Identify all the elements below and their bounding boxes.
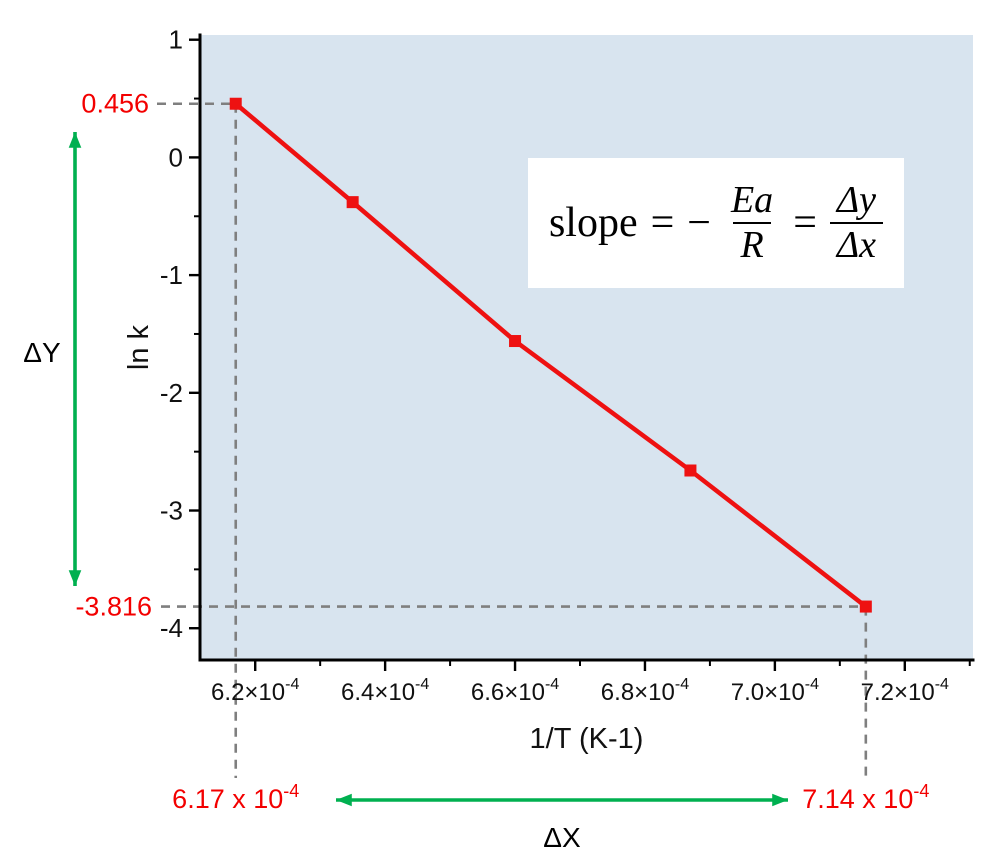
plot-background	[200, 35, 973, 660]
svg-text:-3: -3	[160, 496, 183, 526]
formula-denominator-r: R	[733, 222, 771, 267]
svg-text:1: 1	[169, 25, 183, 55]
formula-minus: −	[687, 200, 711, 246]
slope-formula: slope = − Ea R = Δy Δx	[528, 158, 904, 288]
svg-text:6.2×10-4: 6.2×10-4	[211, 676, 299, 706]
y-low-label: -3.816	[75, 592, 152, 622]
formula-fraction-dy-dx: Δy Δx	[829, 179, 884, 267]
formula-numerator-dy: Δy	[836, 179, 877, 222]
data-point	[684, 464, 697, 477]
data-point	[509, 335, 522, 348]
svg-text:-1: -1	[160, 260, 183, 290]
data-point	[346, 196, 359, 209]
svg-text:6.4×10-4: 6.4×10-4	[341, 676, 429, 706]
formula-slope-word: slope	[548, 200, 638, 246]
formula-equals: =	[650, 200, 675, 246]
formula-numerator-ea: Ea	[730, 179, 774, 222]
formula-equals-2: =	[793, 200, 817, 246]
svg-text:0: 0	[169, 142, 183, 172]
svg-text:6.6×10-4: 6.6×10-4	[471, 676, 559, 706]
data-point	[229, 97, 242, 110]
formula-denominator-dx: Δx	[829, 222, 884, 267]
svg-text:7.2×10-4: 7.2×10-4	[861, 676, 949, 706]
svg-text:6.8×10-4: 6.8×10-4	[601, 676, 689, 706]
svg-text:7.0×10-4: 7.0×10-4	[731, 676, 819, 706]
x-axis-title: 1/T (K-1)	[530, 723, 644, 755]
svg-text:-2: -2	[160, 378, 183, 408]
y-axis-title: ln k	[123, 324, 155, 370]
delta-x-label: ΔX	[543, 822, 581, 853]
svg-text:-4: -4	[160, 613, 183, 643]
delta-y-label: ΔY	[23, 337, 61, 368]
data-point	[859, 600, 872, 613]
x-right-label: 7.14 x 10-4	[802, 781, 929, 814]
y-high-label: 0.456	[81, 89, 149, 119]
formula-fraction-ea-r: Ea R	[724, 179, 780, 266]
x-left-label: 6.17 x 10-4	[172, 781, 299, 814]
